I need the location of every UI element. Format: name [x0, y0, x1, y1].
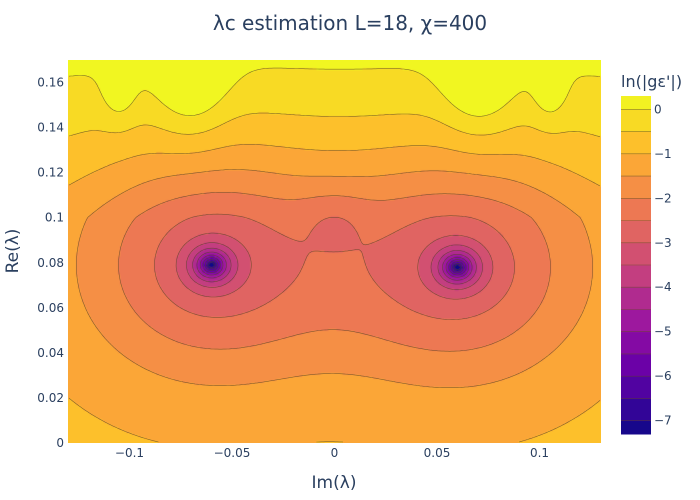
- contour-line: [68, 112, 601, 138]
- colorbar-tick-label: −7: [654, 414, 672, 428]
- colorbar-band: [621, 96, 651, 110]
- y-tick-label: 0.08: [37, 256, 64, 270]
- y-tick-label: 0: [56, 436, 64, 450]
- colorbar-band: [621, 398, 651, 422]
- colorbar-tick-label: −5: [654, 325, 672, 339]
- contour-line: [196, 251, 473, 281]
- contour-line: [204, 259, 465, 274]
- x-tick-label: 0.1: [530, 446, 549, 460]
- y-tick-label: 0.12: [37, 166, 64, 180]
- colorbar-tick-label: −1: [654, 147, 672, 161]
- colorbar-band: [621, 176, 651, 199]
- colorbar-band: [621, 220, 651, 244]
- x-axis-ticks: −0.1 −0.05 0 0.05 0.1: [115, 446, 549, 460]
- contour-plot-area: [68, 60, 601, 443]
- y-axis-title: Re(λ): [3, 229, 23, 274]
- colorbar: ln(|gε'|) 0 −1 −2 −3 −4 −5 −6 −7: [621, 72, 682, 435]
- contour-lines: [68, 67, 601, 443]
- x-tick-label: 0: [331, 446, 339, 460]
- x-tick-label: 0.05: [424, 446, 451, 460]
- y-tick-label: 0.16: [37, 76, 64, 90]
- colorbar-tick-label: −6: [654, 369, 672, 383]
- x-axis-title: Im(λ): [312, 473, 357, 493]
- colorbar-band: [621, 353, 651, 377]
- colorbar-band: [621, 309, 651, 333]
- contour-line: [68, 67, 601, 117]
- y-tick-label: 0.02: [37, 391, 64, 405]
- colorbar-band: [621, 376, 651, 399]
- colorbar-title: ln(|gε'|): [621, 72, 682, 91]
- colorbar-tick-label: −4: [654, 280, 672, 294]
- y-axis-ticks: 0 0.02 0.04 0.06 0.08 0.1 0.12 0.14 0.16: [37, 76, 64, 451]
- colorbar-band: [621, 265, 651, 288]
- y-tick-label: 0.04: [37, 346, 64, 360]
- colorbar-band: [621, 420, 651, 435]
- contour-line: [68, 144, 601, 443]
- contour-line: [208, 262, 461, 271]
- contour-line: [192, 247, 477, 285]
- x-tick-label: −0.1: [115, 446, 144, 460]
- colorbar-band: [621, 109, 651, 132]
- contour-line: [186, 242, 483, 290]
- contour-fill: [68, 60, 601, 443]
- colorbar-band: [621, 331, 651, 355]
- contour-line: [199, 254, 470, 278]
- colorbar-tick-label: −2: [654, 191, 672, 205]
- contour-line: [202, 257, 467, 276]
- colorbar-band: [621, 242, 651, 266]
- colorbar-bands: [621, 96, 651, 435]
- x-tick-label: −0.05: [214, 446, 251, 460]
- colorbar-tick-label: 0: [654, 102, 662, 116]
- colorbar-band: [621, 131, 651, 155]
- y-tick-label: 0.1: [45, 211, 64, 225]
- y-tick-label: 0.14: [37, 121, 64, 135]
- colorbar-band: [621, 287, 651, 310]
- colorbar-tick-label: −3: [654, 236, 672, 250]
- contour-line: [206, 260, 463, 272]
- contour-line: [175, 232, 494, 300]
- colorbar-ticks: 0 −1 −2 −3 −4 −5 −6 −7: [654, 102, 672, 427]
- colorbar-band: [621, 198, 651, 221]
- contour-line: [118, 192, 551, 352]
- colorbar-band: [621, 153, 651, 177]
- contour-line: [154, 213, 515, 320]
- contour-line: [76, 169, 593, 388]
- y-tick-label: 0.06: [37, 301, 64, 315]
- chart-title: λc estimation L=18, χ=400: [213, 11, 487, 35]
